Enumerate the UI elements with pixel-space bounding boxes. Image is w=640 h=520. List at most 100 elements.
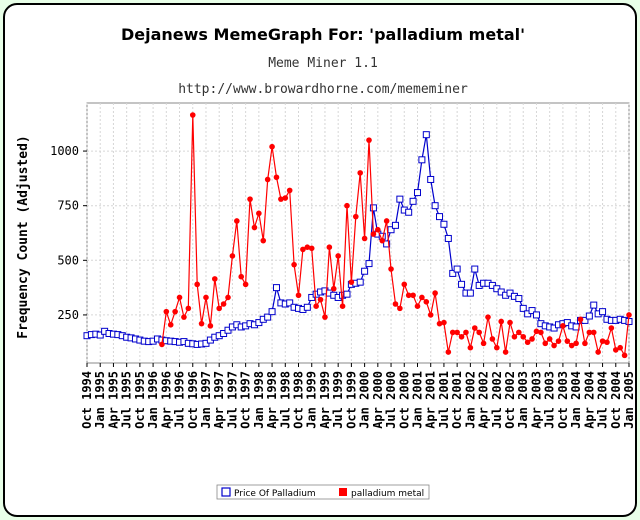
- meme-point: [229, 253, 236, 259]
- meme-point: [520, 333, 527, 340]
- meme-point: [432, 290, 438, 296]
- x-tick-label: Jul 2001: [437, 371, 451, 429]
- meme-point: [414, 303, 421, 309]
- meme-point: [397, 305, 403, 312]
- meme-point: [260, 237, 267, 244]
- meme-point: [286, 187, 293, 194]
- meme-point: [542, 340, 549, 347]
- meme-point: [441, 319, 447, 326]
- meme-point: [445, 349, 452, 355]
- legend-swatch-palladium-metal: [339, 488, 347, 496]
- meme-point: [220, 301, 227, 307]
- price-point: [383, 240, 391, 248]
- x-tick-label: Jan 1998: [252, 371, 266, 429]
- price-point: [396, 195, 404, 203]
- price-point: [96, 331, 104, 339]
- meme-point: [454, 329, 460, 336]
- price-point: [264, 313, 272, 321]
- meme-point: [159, 341, 165, 348]
- meme-point: [590, 329, 597, 336]
- x-tick-label: Apr 1999: [318, 371, 332, 429]
- meme-point: [339, 303, 346, 309]
- meme-point: [172, 308, 178, 315]
- meme-point: [282, 195, 289, 201]
- meme-point: [388, 266, 394, 272]
- meme-point: [401, 281, 408, 288]
- meme-point: [269, 143, 275, 150]
- meme-point: [308, 245, 315, 252]
- x-tick-label: Jul 1999: [331, 371, 345, 429]
- x-tick-label: Jul 1995: [120, 371, 134, 429]
- meme-point: [352, 213, 359, 220]
- meme-point: [476, 329, 482, 336]
- meme-point: [586, 329, 593, 336]
- x-tick-label: Jan 1996: [146, 371, 160, 429]
- y-tick-label: 250: [57, 308, 79, 322]
- meme-point: [467, 344, 474, 351]
- price-point: [387, 226, 395, 234]
- x-tick-label: Apr 2001: [424, 371, 438, 429]
- meme-point: [242, 281, 249, 288]
- meme-point: [278, 196, 284, 202]
- chart-url: http://www.browardhorne.com/mememiner: [178, 82, 468, 97]
- meme-point: [494, 344, 500, 351]
- x-tick-label: Oct 2004: [609, 371, 623, 429]
- price-point: [515, 295, 523, 303]
- price-point: [391, 221, 399, 229]
- x-tick-label: Jan 1999: [305, 371, 319, 429]
- meme-point: [247, 196, 253, 202]
- meme-point: [326, 244, 333, 251]
- meme-point: [392, 301, 399, 307]
- y-tick-label: 750: [57, 199, 79, 213]
- meme-point: [463, 329, 469, 336]
- price-point: [471, 265, 479, 273]
- x-tick-label: Jan 2001: [410, 371, 424, 429]
- meme-point: [256, 210, 262, 217]
- meme-point: [348, 279, 355, 285]
- y-axis-label: Frequency Count (Adjusted): [16, 135, 31, 339]
- x-tick-label: Oct 2000: [397, 371, 411, 429]
- meme-point: [524, 339, 531, 346]
- meme-point: [582, 340, 588, 347]
- meme-point: [335, 253, 341, 259]
- x-tick-label: Oct 1997: [239, 371, 253, 429]
- meme-point: [564, 338, 571, 344]
- price-point: [268, 308, 276, 316]
- x-tick-label: Jul 2000: [384, 371, 398, 429]
- price-point: [286, 299, 294, 307]
- x-tick-label: Jul 1996: [173, 371, 187, 429]
- meme-point: [595, 349, 601, 355]
- x-tick-label: Jan 2005: [622, 371, 635, 429]
- price-point: [418, 156, 426, 164]
- meme-point: [225, 294, 231, 301]
- legend: Price Of Palladium palladium metal: [216, 484, 430, 500]
- meme-point: [216, 305, 222, 312]
- meme-point: [370, 231, 377, 237]
- meme-point: [317, 296, 324, 303]
- price-point: [528, 307, 536, 315]
- x-tick-label: Apr 1996: [159, 371, 173, 429]
- price-point: [466, 289, 474, 297]
- memegraph-chart: Dejanews MemeGraph For: 'palladium metal…: [16, 25, 635, 500]
- meme-point: [194, 281, 200, 288]
- legend-label-palladium-metal: palladium metal: [351, 489, 424, 499]
- meme-point: [568, 342, 575, 349]
- meme-point: [375, 226, 381, 233]
- meme-point: [604, 339, 610, 346]
- price-point: [599, 308, 607, 316]
- x-tick-label: Jan 2004: [569, 371, 583, 429]
- x-tick-label: Oct 1998: [292, 371, 306, 429]
- meme-point: [344, 202, 350, 209]
- x-tick-label: Apr 2002: [477, 371, 491, 429]
- price-point: [436, 213, 444, 221]
- meme-point: [502, 349, 509, 355]
- x-tick-label: Jul 1997: [225, 371, 239, 429]
- meme-point: [291, 261, 297, 268]
- meme-point: [529, 336, 535, 342]
- x-tick-label: Oct 1996: [186, 371, 200, 429]
- meme-point: [573, 340, 579, 347]
- legend-swatch-palladium-price: [221, 487, 231, 497]
- meme-point: [379, 237, 386, 244]
- price-point: [303, 303, 311, 311]
- meme-point: [189, 112, 196, 118]
